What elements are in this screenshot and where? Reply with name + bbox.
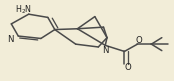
Text: N: N (7, 35, 14, 44)
Text: O: O (125, 63, 131, 72)
Text: N: N (102, 46, 109, 55)
Text: O: O (136, 36, 143, 45)
Text: H$_2$N: H$_2$N (15, 3, 32, 16)
